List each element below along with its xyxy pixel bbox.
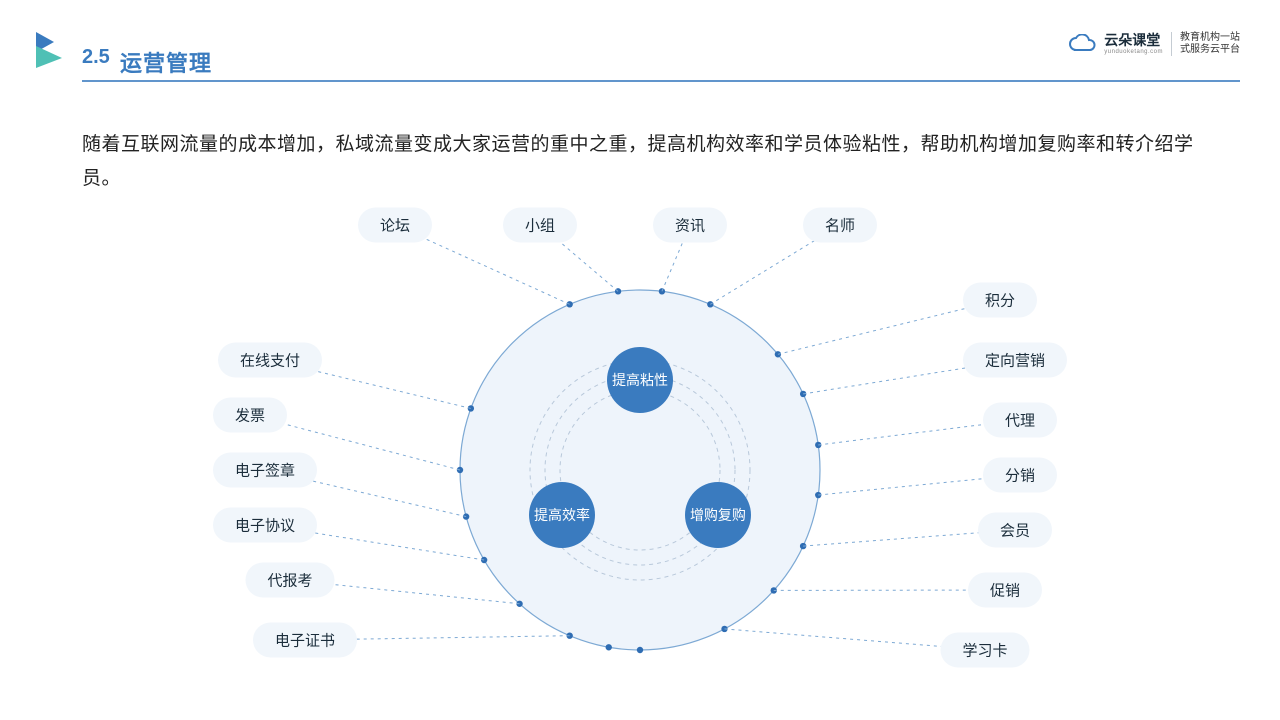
node-pill: 分销	[983, 458, 1057, 493]
node-pill: 电子协议	[213, 508, 317, 543]
hub-h2: 提高效率	[529, 482, 595, 548]
node-pill: 在线支付	[218, 343, 322, 378]
node-pill: 小组	[503, 208, 577, 243]
node-pill: 电子证书	[253, 623, 357, 658]
node-pill: 代报考	[245, 563, 334, 598]
hub-h1: 提高粘性	[607, 347, 673, 413]
node-pill: 定向营销	[963, 343, 1067, 378]
node-pill: 论坛	[358, 208, 432, 243]
node-pill: 代理	[983, 403, 1057, 438]
node-pill: 促销	[968, 573, 1042, 608]
node-pill: 名师	[803, 208, 877, 243]
node-pill: 积分	[963, 283, 1037, 318]
node-pill: 会员	[978, 513, 1052, 548]
node-pill: 发票	[213, 398, 287, 433]
node-pill: 资讯	[653, 208, 727, 243]
radial-diagram: 提高粘性提高效率 增购复购 论坛 小组 资讯 名师在线支付发票电子签章电子协议代报考电子证…	[0, 0, 1280, 720]
node-pill: 学习卡	[940, 633, 1029, 668]
hub-h3: 增购复购	[685, 482, 751, 548]
node-pill: 电子签章	[213, 453, 317, 488]
